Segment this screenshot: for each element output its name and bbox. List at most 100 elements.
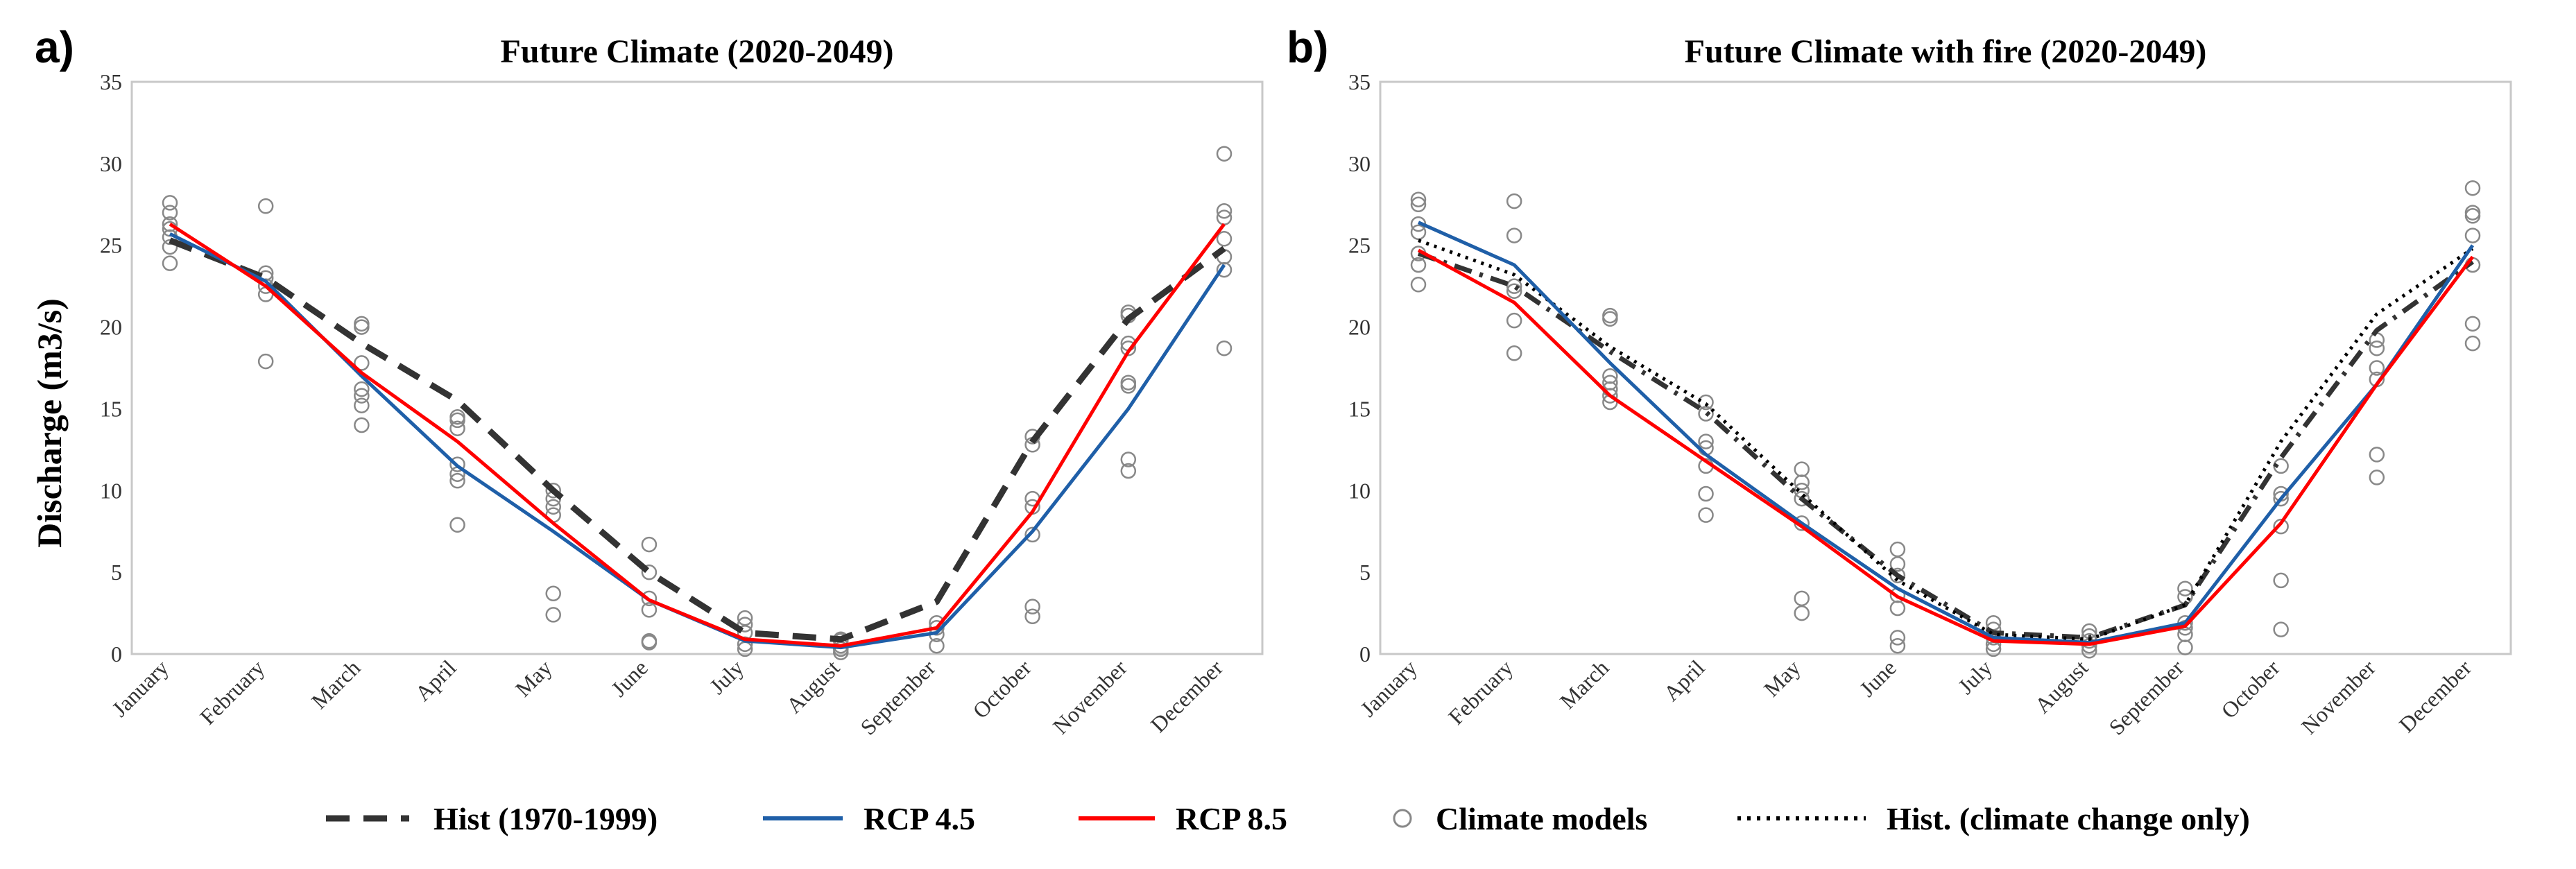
series-line-hist <box>169 237 1226 643</box>
model-point <box>1506 345 1522 361</box>
model-point <box>1120 463 1137 479</box>
panel-b: b) Future Climate with fire (2020-2049) … <box>1287 22 2512 740</box>
model-point <box>1410 257 1427 273</box>
panel-a-plot-border <box>130 80 1264 655</box>
xtick-label: November <box>2296 655 2380 739</box>
legend-item-rcp45: RCP 4.5 <box>763 801 975 836</box>
xtick-label: July <box>1953 655 1997 698</box>
model-point <box>1024 608 1040 625</box>
model-point <box>1698 394 1714 411</box>
model-point <box>641 536 658 553</box>
model-point <box>2464 205 2481 221</box>
model-point <box>1506 227 1522 243</box>
model-point <box>449 472 465 489</box>
model-point <box>1794 490 1810 507</box>
model-point <box>2369 470 2385 485</box>
ytick-label: 0 <box>111 642 122 666</box>
xtick-label: February <box>1443 655 1518 729</box>
ytick-label: 0 <box>1359 642 1371 666</box>
model-point <box>641 602 658 618</box>
model-point <box>1216 340 1233 356</box>
panel-b-label: b) <box>1287 22 1328 72</box>
model-point <box>1120 340 1137 356</box>
model-point <box>162 205 178 221</box>
model-point <box>1602 368 1618 384</box>
xtick-label: December <box>1146 655 1228 737</box>
model-point <box>1794 590 1810 607</box>
xtick-label: December <box>2394 655 2477 737</box>
model-point <box>1698 406 1714 422</box>
model-point <box>1889 600 1906 617</box>
model-point <box>1602 311 1618 327</box>
ytick-label: 25 <box>1348 233 1371 258</box>
xtick-label: October <box>2216 655 2285 723</box>
model-point <box>2369 332 2385 348</box>
panel-b-xticks: January February March April May June July Augu… <box>1355 655 2476 739</box>
model-point <box>1602 307 1618 324</box>
panel-b-plot-border <box>1379 80 2512 655</box>
xtick-label: February <box>195 655 269 729</box>
model-point <box>641 590 658 607</box>
ytick-label: 10 <box>100 478 122 503</box>
model-point <box>2369 447 2385 463</box>
model-point <box>1698 485 1714 502</box>
model-point <box>449 412 465 429</box>
panel-a-ylabel: Discharge (m3/s) <box>30 298 69 548</box>
xtick-label: June <box>1855 655 1901 701</box>
ytick-label: 20 <box>1348 315 1371 340</box>
legend-label-hist: Hist (1970-1999) <box>433 801 658 836</box>
legend-item-hist-cc: Hist. (climate change only) <box>1737 801 2250 836</box>
model-point <box>1120 451 1137 467</box>
xtick-label: July <box>705 655 748 698</box>
series-line-hist <box>1417 251 2475 640</box>
model-point <box>2273 572 2289 589</box>
legend-label-models: Climate models <box>1436 801 1647 836</box>
panel-a-xticks: January February March April May June July Augu… <box>107 655 1228 739</box>
model-point <box>1120 378 1137 394</box>
model-point <box>354 319 370 335</box>
ytick-label: 30 <box>100 151 122 176</box>
panel-b-yticks: 0 5 10 15 20 25 30 35 <box>1348 69 1371 666</box>
model-point <box>162 239 178 255</box>
model-point <box>1506 283 1522 299</box>
model-point <box>545 483 561 499</box>
model-point <box>641 633 658 649</box>
model-point <box>2177 580 2193 596</box>
panel-a-title: Future Climate (2020-2049) <box>501 33 894 70</box>
legend-swatch-models <box>1393 809 1412 828</box>
model-point <box>2369 360 2385 376</box>
ytick-label: 5 <box>111 560 122 585</box>
panel-a-label: a) <box>35 22 74 72</box>
ytick-label: 5 <box>1359 560 1371 585</box>
model-point <box>449 420 465 436</box>
legend-label-hist-cc: Hist. (climate change only) <box>1887 801 2250 836</box>
series-line-hist_cc <box>1418 239 2474 642</box>
series-line-rcp85 <box>1417 248 2474 646</box>
model-point <box>545 607 561 623</box>
model-point <box>162 216 178 232</box>
xtick-label: August <box>2029 655 2093 718</box>
model-point <box>1889 630 1906 646</box>
xtick-label: September <box>2104 655 2188 739</box>
model-point <box>1506 193 1522 209</box>
model-point <box>2273 621 2289 637</box>
model-point <box>1410 224 1427 241</box>
ytick-label: 15 <box>1348 396 1371 421</box>
model-point <box>257 353 274 370</box>
model-point <box>1602 375 1618 390</box>
ytick-label: 15 <box>100 396 122 421</box>
model-point <box>737 610 753 626</box>
ytick-label: 35 <box>1348 69 1371 94</box>
model-point <box>737 617 753 633</box>
xtick-label: August <box>781 655 844 718</box>
model-point <box>2464 227 2481 243</box>
model-point <box>354 381 370 397</box>
model-point <box>449 408 465 425</box>
panel-a: a) Future Climate (2020-2049) Discharge … <box>30 22 1264 740</box>
model-point <box>1410 277 1427 293</box>
ytick-label: 20 <box>100 315 122 340</box>
model-point <box>1216 146 1233 162</box>
xtick-label: April <box>1658 655 1709 705</box>
model-point <box>162 195 178 211</box>
series-line-rcp85 <box>169 223 1226 648</box>
